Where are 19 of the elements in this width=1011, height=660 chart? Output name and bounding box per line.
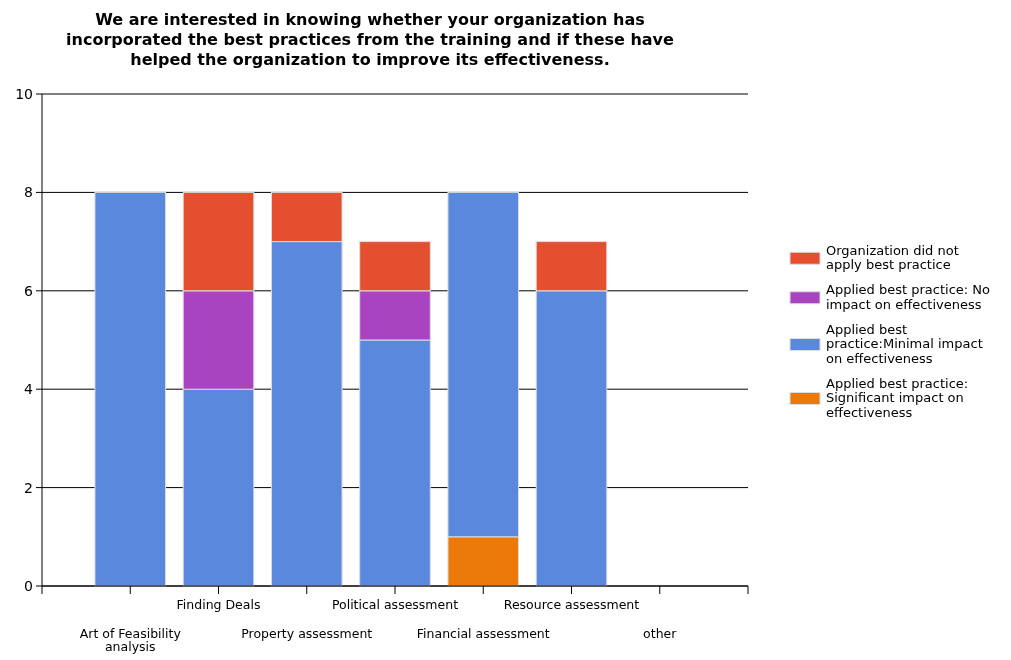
legend-label: Applied best practice: No impact on effectiveness [826, 282, 991, 312]
y-tick-label: 8 [24, 184, 33, 201]
y-tick-label: 0 [24, 577, 33, 594]
y-tick-label: 6 [24, 282, 34, 299]
x-tick-label: Financial assessment [416, 626, 550, 641]
chart-title: We are interested in knowing whether your organization has incorporated the best practices from the training and if these have helped the organization to improve its effectiveness. [66, 10, 675, 69]
x-tick-label: other [643, 626, 678, 641]
y-tick-label: 10 [15, 85, 33, 102]
x-tick-label: Finding Deals [176, 597, 261, 612]
legend-label: Applied best practice:Minimal impact on effectiveness [826, 321, 983, 366]
x-tick-label: Political assessment [331, 597, 459, 612]
y-tick-label: 4 [24, 381, 34, 398]
legend-label: Organization did not apply best practice [826, 242, 959, 273]
x-tick-label: Resource assessment [503, 597, 640, 612]
x-tick-label: Property assessment [241, 626, 373, 641]
x-tick-label: Art of Feasibility analysis [79, 626, 182, 654]
bar [94, 191, 167, 587]
legend-label: Applied best practice: Significant impact on effectiveness [826, 375, 969, 420]
y-tick-label: 2 [24, 479, 33, 496]
